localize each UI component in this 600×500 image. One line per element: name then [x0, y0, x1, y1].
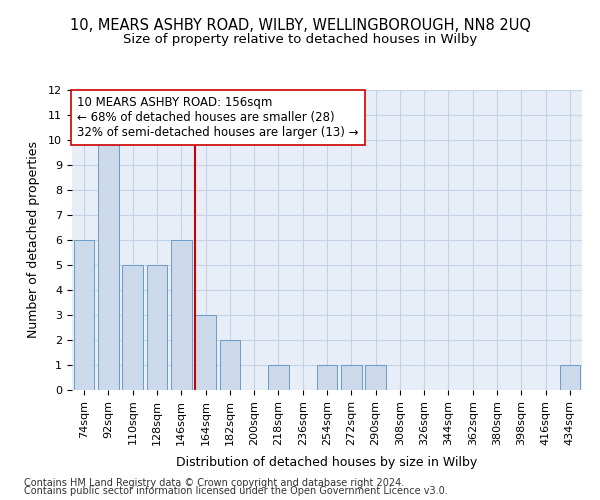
Bar [122, 265, 143, 390]
Text: Contains public sector information licensed under the Open Government Licence v3: Contains public sector information licen… [24, 486, 448, 496]
Bar [560, 365, 580, 390]
Text: Size of property relative to detached houses in Wilby: Size of property relative to detached ho… [123, 32, 477, 46]
Bar [98, 140, 119, 390]
Bar [365, 365, 386, 390]
Bar [171, 240, 191, 390]
Bar [341, 365, 362, 390]
Text: 10, MEARS ASHBY ROAD, WILBY, WELLINGBOROUGH, NN8 2UQ: 10, MEARS ASHBY ROAD, WILBY, WELLINGBORO… [70, 18, 530, 32]
Bar [220, 340, 240, 390]
Text: Contains HM Land Registry data © Crown copyright and database right 2024.: Contains HM Land Registry data © Crown c… [24, 478, 404, 488]
Text: 10 MEARS ASHBY ROAD: 156sqm
← 68% of detached houses are smaller (28)
32% of sem: 10 MEARS ASHBY ROAD: 156sqm ← 68% of det… [77, 96, 359, 139]
Bar [74, 240, 94, 390]
Bar [195, 315, 216, 390]
Bar [268, 365, 289, 390]
X-axis label: Distribution of detached houses by size in Wilby: Distribution of detached houses by size … [176, 456, 478, 469]
Y-axis label: Number of detached properties: Number of detached properties [27, 142, 40, 338]
Bar [317, 365, 337, 390]
Bar [146, 265, 167, 390]
